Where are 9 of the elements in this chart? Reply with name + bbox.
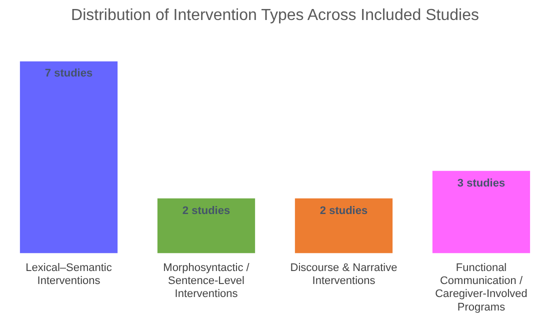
x-tick-label: Functional Communication / Caregiver-Involved Programs bbox=[435, 262, 528, 314]
data-label: 7 studies bbox=[44, 68, 93, 80]
x-tick-label: Morphosyntactic / Sentence-Level Interventions bbox=[163, 262, 250, 300]
data-label: 2 studies bbox=[182, 204, 230, 217]
x-tick-label: Discourse & Narrative Interventions bbox=[290, 262, 398, 288]
data-label: 2 studies bbox=[320, 204, 368, 217]
chart-title: Distribution of Intervention Types Across Included Studies bbox=[71, 7, 479, 24]
x-tick-label: Lexical–Semantic Interventions bbox=[26, 262, 112, 288]
data-label: 3 studies bbox=[457, 177, 506, 190]
